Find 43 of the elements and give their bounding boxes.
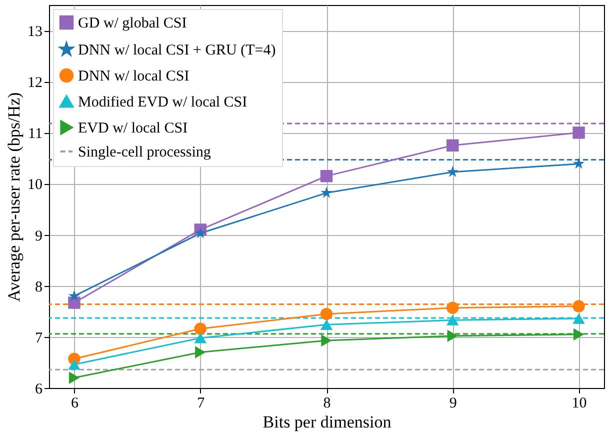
x-tick-label: 8: [323, 396, 331, 412]
point: [573, 328, 584, 341]
point: [572, 126, 585, 139]
legend-label: DNN w/ local CSI + GRU (T=4): [78, 42, 276, 58]
y-tick-label: 13: [28, 24, 42, 40]
point: [194, 332, 206, 344]
y-tick-label: 8: [35, 279, 42, 296]
legend-label: EVD w/ local CSI: [78, 120, 188, 136]
point: [194, 322, 206, 335]
legend-label: GD w/ global CSI: [78, 16, 187, 32]
point: [321, 334, 332, 347]
point: [572, 158, 585, 169]
point: [68, 359, 80, 370]
y-tick-label: 12: [28, 75, 42, 92]
y-tick-label: 6: [35, 382, 43, 398]
point: [320, 170, 333, 182]
legend-label: Single-cell processing: [78, 144, 212, 160]
point: [68, 290, 80, 302]
point: [572, 300, 585, 312]
point: [572, 313, 585, 324]
point: [320, 308, 333, 320]
y-tick-label: 9: [35, 228, 42, 244]
point: [195, 346, 206, 358]
point: [447, 330, 458, 342]
point: [446, 139, 459, 152]
point: [194, 227, 206, 238]
point: [446, 314, 459, 326]
point: [446, 166, 458, 177]
y-tick-label: 10: [28, 177, 42, 194]
x-tick-label: 6: [70, 396, 79, 412]
x-tick-label: 7: [197, 396, 206, 412]
y-tick-label: 11: [28, 126, 42, 142]
point: [320, 186, 332, 198]
point: [446, 302, 459, 314]
legend-label: DNN w/ local CSI: [78, 68, 190, 84]
point: [320, 319, 333, 330]
x-tick-label: 9: [449, 396, 457, 412]
point: [68, 372, 80, 384]
x-tick-label: 10: [572, 396, 587, 412]
y-tick-label: 7: [35, 330, 43, 346]
legend-label: Modified EVD w/ local CSI: [78, 94, 248, 110]
x-axis-title: Bits per dimension: [262, 412, 392, 432]
y-axis-title: Average per-user rate (bps/Hz): [4, 92, 24, 302]
